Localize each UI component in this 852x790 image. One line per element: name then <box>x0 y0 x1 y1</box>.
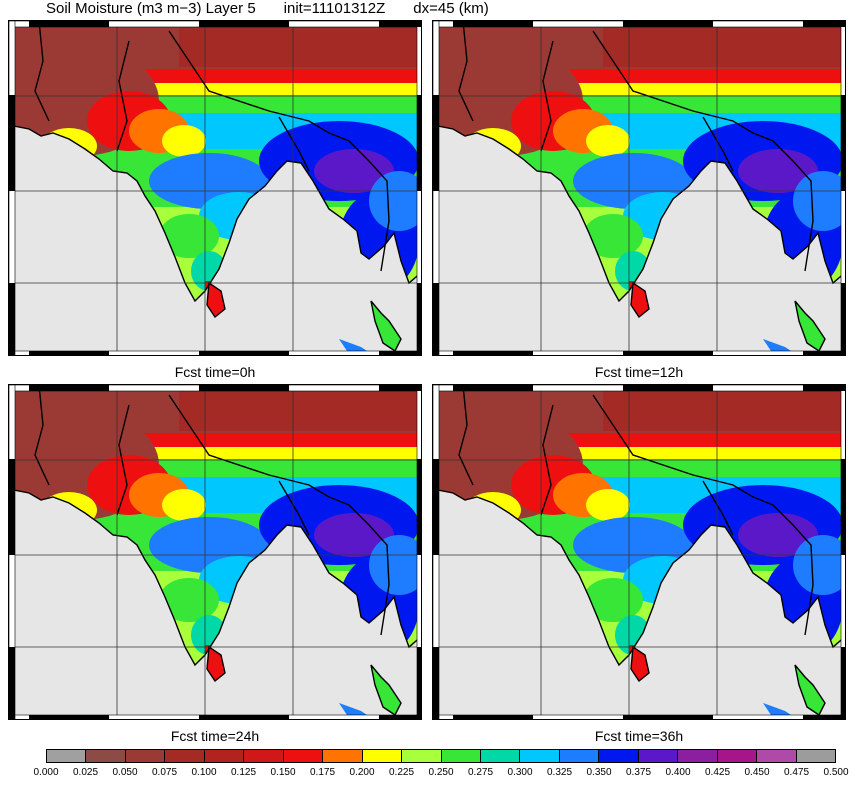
colorbar-tick-label: 0.400 <box>665 767 691 778</box>
colorbar-tick-label: 0.475 <box>783 767 810 778</box>
forecast-time-caption: Fcst time=24h <box>170 728 260 744</box>
colorbar-tick-label: 0.300 <box>507 767 533 778</box>
soil-moisture-map <box>9 21 421 355</box>
colorbar-segment-1 <box>86 750 126 762</box>
colorbar-segment-6 <box>283 750 324 762</box>
colorbar-segment-5 <box>244 750 284 762</box>
map-panel-2 <box>432 20 846 356</box>
colorbar-segment-4 <box>204 750 245 762</box>
colorbar-tick-label: 0.450 <box>744 767 770 778</box>
colorbar <box>46 749 836 763</box>
map-panel-1 <box>8 20 422 356</box>
map-panel-3 <box>8 384 422 720</box>
colorbar-segment-7 <box>323 750 363 762</box>
forecast-time-caption: Fcst time=12h <box>594 364 684 380</box>
map-panel-4 <box>432 384 846 720</box>
colorbar-segment-9 <box>402 750 442 762</box>
colorbar-segment-2 <box>125 750 166 762</box>
colorbar-segment-15 <box>638 750 679 762</box>
grid-spacing: dx=45 (km) <box>413 0 489 17</box>
colorbar-tick-label: 0.500 <box>823 767 849 778</box>
colorbar-segment-13 <box>559 750 600 762</box>
colorbar-segment-19 <box>796 750 836 762</box>
colorbar-segment-11 <box>480 750 521 762</box>
colorbar-segment-17 <box>717 750 758 762</box>
colorbar-tick-label: 0.100 <box>191 767 217 778</box>
colorbar-tick-label: 0.250 <box>428 767 454 778</box>
colorbar-tick-label: 0.325 <box>546 767 573 778</box>
colorbar-segment-14 <box>599 750 639 762</box>
colorbar-tick-label: 0.075 <box>151 767 178 778</box>
colorbar-segment-16 <box>678 750 718 762</box>
colorbar-tick-label: 0.350 <box>586 767 612 778</box>
colorbar-segment-3 <box>165 750 205 762</box>
colorbar-tick-label: 0.025 <box>72 767 99 778</box>
soil-moisture-map <box>433 385 845 719</box>
colorbar-tick-label: 0.125 <box>230 767 257 778</box>
colorbar-tick-label: 0.275 <box>467 767 494 778</box>
colorbar-segment-0 <box>47 750 87 762</box>
colorbar-segment-12 <box>520 750 560 762</box>
colorbar-tick-labels: 0.000 0.025 0.050 0.075 0.100 0.125 0.150 0.175… <box>33 766 848 782</box>
colorbar-tick-label: 0.200 <box>349 767 375 778</box>
forecast-time-caption: Fcst time=36h <box>594 728 684 744</box>
colorbar-tick-label: 0.000 <box>33 767 59 778</box>
forecast-time-caption: Fcst time=0h <box>174 364 256 380</box>
soil-moisture-map <box>433 21 845 355</box>
figure-header: Soil Moisture (m3 m−3) Layer 5 init=11101… <box>46 0 517 18</box>
colorbar-tick-label: 0.150 <box>270 767 296 778</box>
colorbar-segment-10 <box>441 750 481 762</box>
colorbar-tick-label: 0.375 <box>625 767 652 778</box>
colorbar-segment-8 <box>362 750 403 762</box>
colorbar-tick-label: 0.050 <box>112 767 138 778</box>
variable-title: Soil Moisture (m3 m−3) Layer 5 <box>46 0 256 17</box>
colorbar-tick-label: 0.225 <box>388 767 415 778</box>
soil-moisture-map <box>9 385 421 719</box>
colorbar-tick-label: 0.425 <box>704 767 731 778</box>
init-time: init=11101312Z <box>283 0 386 17</box>
colorbar-tick-label: 0.175 <box>309 767 336 778</box>
colorbar-segment-18 <box>757 750 797 762</box>
